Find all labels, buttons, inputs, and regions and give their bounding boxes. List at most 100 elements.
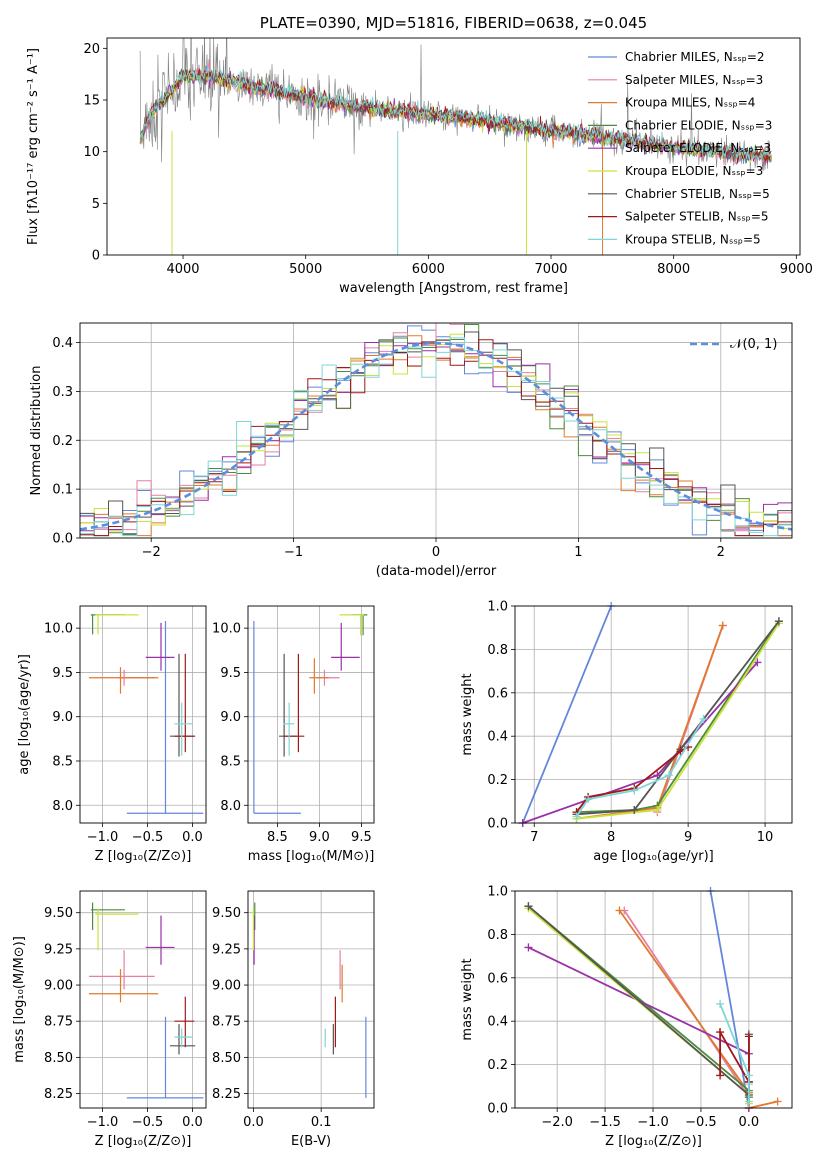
x-tick-label: 0.0 xyxy=(182,830,203,845)
x-tick-label: 0.1 xyxy=(311,1115,332,1130)
point-marker-orange xyxy=(718,621,727,630)
point-marker-darkred xyxy=(716,1028,725,1037)
x-tick-label: 0 xyxy=(432,545,440,560)
x-tick-label: 9 xyxy=(684,830,692,845)
y-tick-label: 8.0 xyxy=(52,799,73,814)
y-tick-label: 9.5 xyxy=(220,666,241,681)
weight-line-cyan xyxy=(719,1003,750,1102)
point-marker-cyan xyxy=(716,999,725,1008)
y-tick-label: 9.25 xyxy=(212,942,241,957)
y-tick-label: 8.50 xyxy=(44,1051,73,1066)
x-tick-label: 0.0 xyxy=(739,1115,760,1130)
axes-frame xyxy=(79,322,793,539)
y-tick-label: 8.5 xyxy=(52,755,73,770)
axes-frame xyxy=(79,890,207,1109)
x-tick-label: −1.0 xyxy=(87,1115,119,1130)
residual-histogram-pink xyxy=(80,323,792,532)
model-spectrum-cyan xyxy=(140,66,772,161)
y-tick-label: 9.50 xyxy=(212,906,241,921)
y-axis-label: mass [log₁₀(M/M⊙)] xyxy=(12,936,27,1063)
point-marker-cyan xyxy=(664,771,673,780)
x-tick-label: 9.0 xyxy=(309,830,330,845)
y-tick-label: 0.0 xyxy=(487,1102,508,1117)
x-tick-label: −1.0 xyxy=(637,1115,669,1130)
legend-label: Salpeter MILES, Nₛₛₚ=3 xyxy=(625,73,763,87)
y-tick-label: 9.5 xyxy=(52,666,73,681)
axes-frame xyxy=(514,890,793,1109)
y-tick-label: 0.0 xyxy=(52,532,73,547)
point-marker-cyan xyxy=(630,786,639,795)
x-tick-label: −0.5 xyxy=(685,1115,717,1130)
point-marker-cyan xyxy=(744,1080,753,1089)
point-marker-black xyxy=(774,617,783,626)
gaussian-curve xyxy=(80,341,792,531)
y-tick-label: 0 xyxy=(92,249,100,264)
point-marker-orange xyxy=(615,906,624,915)
point-marker-cyan xyxy=(744,1097,753,1106)
x-axis-label: Z [log₁₀(Z/Z⊙)] xyxy=(605,1134,702,1149)
weight-line-purple xyxy=(522,661,759,823)
x-tick-label: 7000 xyxy=(534,262,567,277)
weight-line-black xyxy=(576,620,780,816)
axes-frame xyxy=(247,890,375,1109)
residual-histogram-black xyxy=(80,331,792,537)
weight-line-yellow xyxy=(576,622,780,820)
x-tick-label: 8 xyxy=(607,830,615,845)
y-tick-label: 0.4 xyxy=(487,730,508,745)
point-marker-darkred xyxy=(716,1071,725,1080)
x-axis-label: mass [log₁₀(M/M⊙)] xyxy=(248,849,375,864)
y-tick-label: 1.0 xyxy=(487,885,508,900)
x-tick-label: −0.5 xyxy=(132,830,164,845)
y-axis-label: mass weight xyxy=(460,673,475,755)
legend-label: 𝒩(0, 1) xyxy=(730,337,777,352)
y-tick-label: 8.0 xyxy=(220,799,241,814)
y-tick-label: 10.0 xyxy=(44,622,73,637)
y-axis-label: age [log₁₀(age/yr)] xyxy=(17,654,32,775)
point-marker-purple xyxy=(753,658,762,667)
y-tick-label: 0.4 xyxy=(487,1015,508,1030)
axes-frame xyxy=(247,605,375,824)
x-tick-label: 9000 xyxy=(780,262,813,277)
y-tick-label: 8.5 xyxy=(220,755,241,770)
y-tick-label: 9.00 xyxy=(44,979,73,994)
point-marker-cyan xyxy=(744,1071,753,1080)
x-tick-label: 7 xyxy=(530,830,538,845)
point-marker-black xyxy=(524,902,533,911)
y-tick-label: 10 xyxy=(83,145,100,160)
x-axis-label: Z [log₁₀(Z/Z⊙)] xyxy=(95,1134,192,1149)
y-axis-label: Normed distribution xyxy=(29,366,44,496)
y-tick-label: 0.2 xyxy=(487,773,508,788)
legend-label: Kroupa MILES, Nₛₛₚ=4 xyxy=(625,96,755,110)
axes-frame xyxy=(106,37,801,256)
x-tick-label: 2 xyxy=(717,545,725,560)
axes-frame xyxy=(79,605,207,824)
weight-line-purple xyxy=(528,946,750,1108)
axes-frame xyxy=(514,605,793,824)
y-tick-label: 8.75 xyxy=(44,1015,73,1030)
legend-label: Salpeter ELODIE, Nₛₛₚ=3 xyxy=(625,141,771,155)
y-tick-label: 0.1 xyxy=(52,483,73,498)
x-axis-label: (data-model)/error xyxy=(376,564,497,579)
x-tick-label: 5000 xyxy=(289,262,322,277)
y-tick-label: 0.3 xyxy=(52,385,73,400)
residual-histogram-cyan xyxy=(80,337,792,537)
point-marker-orange xyxy=(773,1097,782,1106)
x-tick-label: 6000 xyxy=(412,262,445,277)
legend-label: Chabrier ELODIE, Nₛₛₚ=3 xyxy=(625,118,772,132)
x-tick-label: 0.0 xyxy=(243,1115,264,1130)
y-tick-label: 8.50 xyxy=(212,1051,241,1066)
y-tick-label: 0.6 xyxy=(487,686,508,701)
weight-line-cornflower xyxy=(521,606,613,823)
x-tick-label: 1 xyxy=(574,545,582,560)
x-tick-label: 0.0 xyxy=(182,1115,203,1130)
y-tick-label: 10.0 xyxy=(212,622,241,637)
legend-label: Kroupa STELIB, Nₛₛₚ=5 xyxy=(625,232,761,246)
y-tick-label: 0.2 xyxy=(52,434,73,449)
x-axis-label: E(B-V) xyxy=(291,1134,331,1149)
point-marker-darkred xyxy=(744,1032,753,1041)
point-marker-cyan xyxy=(584,795,593,804)
weight-line-darkred xyxy=(719,1028,750,1086)
point-marker-purple xyxy=(524,943,533,952)
x-tick-label: −1 xyxy=(284,545,303,560)
model-spectrum-pink xyxy=(139,59,772,166)
